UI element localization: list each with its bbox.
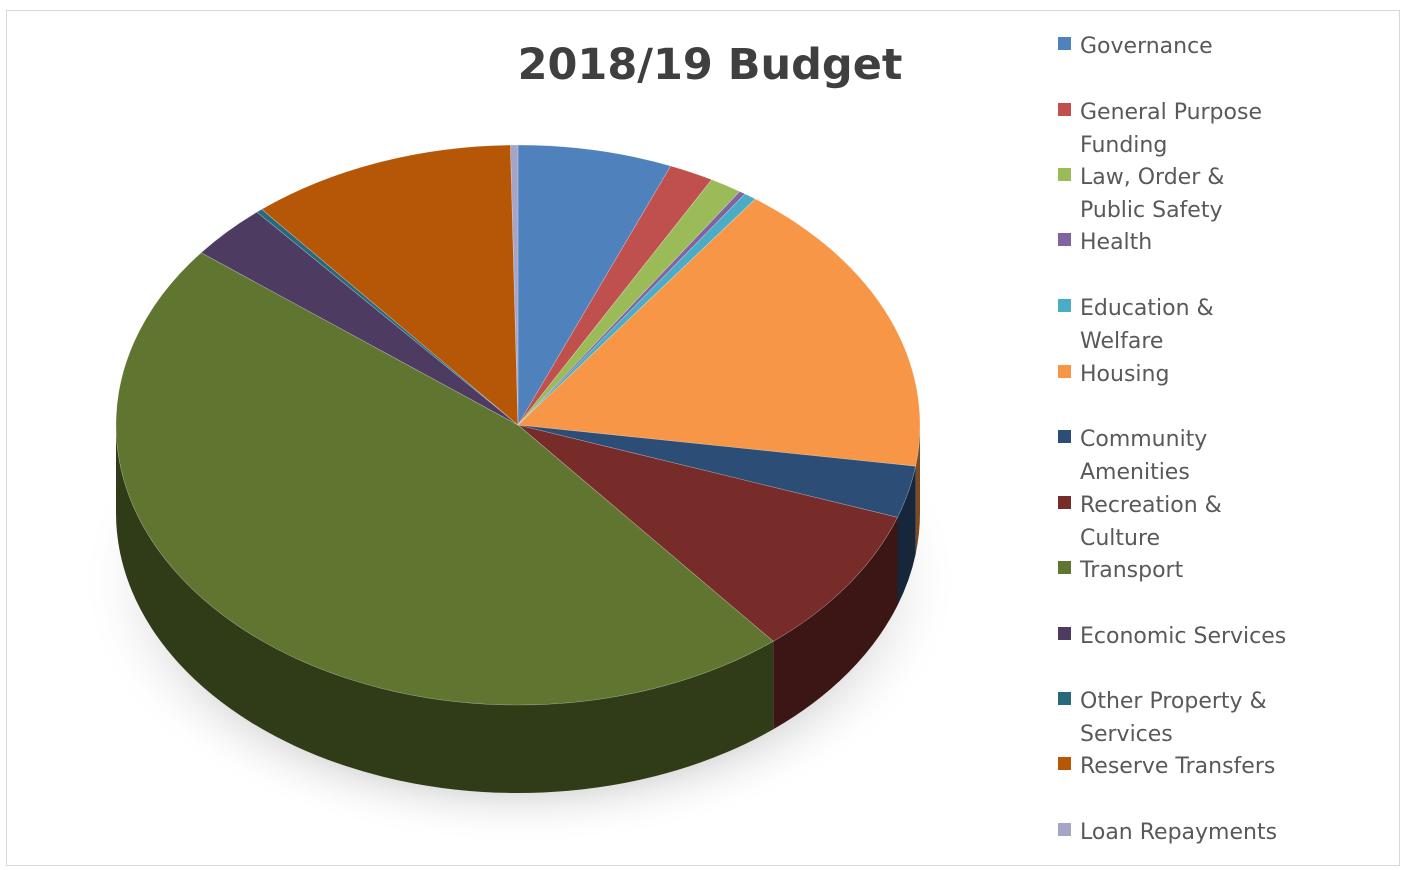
chart-title: 2018/19 Budget [517,40,903,90]
legend-swatch [1058,233,1071,246]
legend-label: Governance [1080,34,1213,59]
legend-swatch [1058,430,1071,443]
legend-item-recreation-and-culture: Recreation & Culture [1058,489,1290,555]
legend-swatch [1058,299,1071,312]
legend-swatch [1058,561,1071,574]
pie-slice-community-amenities [517,424,916,518]
pie-wall-transport [116,425,774,793]
legend-swatch [1058,103,1071,116]
legend-label: Law, Order & Public Safety [1080,165,1225,223]
pie-slice-education-and-welfare [517,193,756,426]
legend-label: Economic Services [1080,624,1287,649]
pie-slice-general-purpose-funding [517,165,713,426]
legend-item-general-purpose-funding: General Purpose Funding [1058,96,1290,162]
legend-item-economic-services: Economic Services [1058,620,1290,653]
legend-swatch [1058,823,1071,836]
legend-swatch [1058,692,1071,705]
legend-swatch [1058,627,1071,640]
legend-label: Community Amenities [1080,427,1208,485]
pie-slice-transport [115,252,774,706]
legend-label: Other Property & Services [1080,689,1267,747]
legend-label: Reserve Transfers [1080,754,1276,779]
legend-swatch [1058,496,1071,509]
pie-slice-health [517,191,746,426]
legend-item-transport: Transport [1058,554,1290,587]
pie-walls [116,425,920,793]
legend-label: Loan Repayments [1080,820,1278,845]
legend-label: Education & Welfare [1080,296,1214,354]
legend-item-community-amenities: Community Amenities [1058,423,1290,489]
pie-slice-economic-services [200,211,519,426]
legend-item-housing: Housing [1058,358,1290,391]
legend-label: General Purpose Funding [1080,100,1262,158]
pie-slice-housing [517,198,921,467]
legend-label: Housing [1080,362,1170,387]
pie-slice-reserve-transfers [261,144,519,426]
legend-label: Transport [1080,558,1184,583]
legend-label: Recreation & Culture [1080,493,1222,551]
legend-swatch [1058,37,1071,50]
pie-wall-housing [915,425,920,555]
legend-item-education-and-welfare: Education & Welfare [1058,292,1290,358]
pie-slice-governance [517,144,672,427]
legend-swatch [1058,757,1071,770]
pie-slice-recreation-and-culture [517,424,898,642]
legend-item-reserve-transfers: Reserve Transfers [1058,750,1290,783]
legend-item-loan-repayments: Loan Repayments [1058,816,1290,849]
pie-top [115,144,921,706]
pie-wall-recreation-and-culture [773,517,898,730]
pie-slice-loan-repayments [510,144,519,426]
pie-slice-law-order-and-public-safety [517,179,741,426]
legend-swatch [1058,365,1071,378]
legend-item-other-property-and-services: Other Property & Services [1058,685,1290,751]
legend-item-law-order-and-public-safety: Law, Order & Public Safety [1058,161,1290,227]
legend-item-governance: Governance [1058,30,1290,63]
pie-slice-other-property-and-services [256,208,519,426]
pie-wall-community-amenities [897,466,916,606]
legend-swatch [1058,168,1071,181]
legend-label: Health [1080,230,1153,255]
legend-item-health: Health [1058,226,1290,259]
